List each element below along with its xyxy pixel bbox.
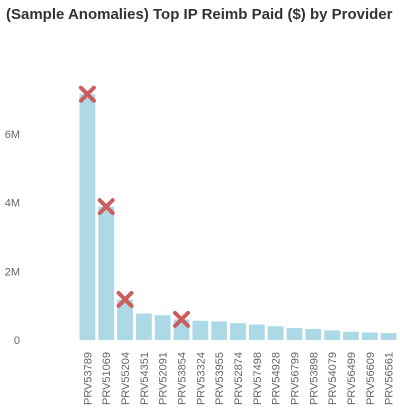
x-tick-label: PRV52874 [233,352,245,405]
x-tick-label: PRV56609 [365,352,377,405]
bar-prv54351 [135,313,152,340]
bar-prv52091 [154,315,171,340]
bar-prv56561 [380,333,397,340]
x-tick-label: PRV54079 [327,352,339,405]
x-tick-label: PRV55204 [120,352,132,405]
bar-prv56799 [286,327,303,340]
y-tick-label: 0 [14,335,20,347]
x-tick-label: PRV53324 [195,352,207,405]
x-tick-label: PRV53955 [214,352,226,405]
bars [79,94,397,340]
bar-prv54079 [324,330,341,340]
x-tick-label: PRV56799 [289,352,301,405]
y-axis: 0 2M 4M 6M [5,129,20,347]
bar-prv54928 [267,326,284,340]
x-tick-label: PRV57498 [252,352,264,405]
chart-title: (Sample Anomalies) Top IP Reimb Paid ($)… [6,6,393,23]
y-tick-label: 4M [5,198,20,210]
bar-prv51069 [98,206,115,340]
bar-prv52874 [230,323,246,340]
x-tick-label: PRV56499 [346,352,358,405]
x-tick-label: PRV54351 [139,352,151,405]
anomaly-marker [116,290,134,308]
y-tick-label: 6M [5,129,20,141]
x-tick-label: PRV54928 [271,352,283,405]
anomaly-marker [78,85,96,103]
x-tick-label: PRV56561 [384,352,396,405]
bar-prv57498 [248,324,265,340]
bar-prv53789 [79,94,96,340]
x-tick-label: PRV51069 [101,352,113,405]
bar-prv53955 [211,321,228,340]
x-axis: PRV53789 PRV51069 PRV55204 PRV54351 PRV52091… [82,352,395,405]
x-tick-label: PRV53898 [308,352,320,405]
y-tick-label: 2M [5,266,20,278]
bar-prv55204 [117,299,133,340]
x-tick-label: PRV53854 [177,352,189,405]
bar-prv56609 [361,332,378,340]
bar-prv56499 [343,331,359,340]
anomaly-markers [78,85,191,328]
anomaly-marker [97,198,115,216]
anomaly-marker [173,310,191,328]
x-tick-label: PRV52091 [158,352,170,405]
bar-prv53324 [192,320,209,340]
x-tick-label: PRV53789 [82,352,94,405]
bar-prv53898 [305,329,322,340]
